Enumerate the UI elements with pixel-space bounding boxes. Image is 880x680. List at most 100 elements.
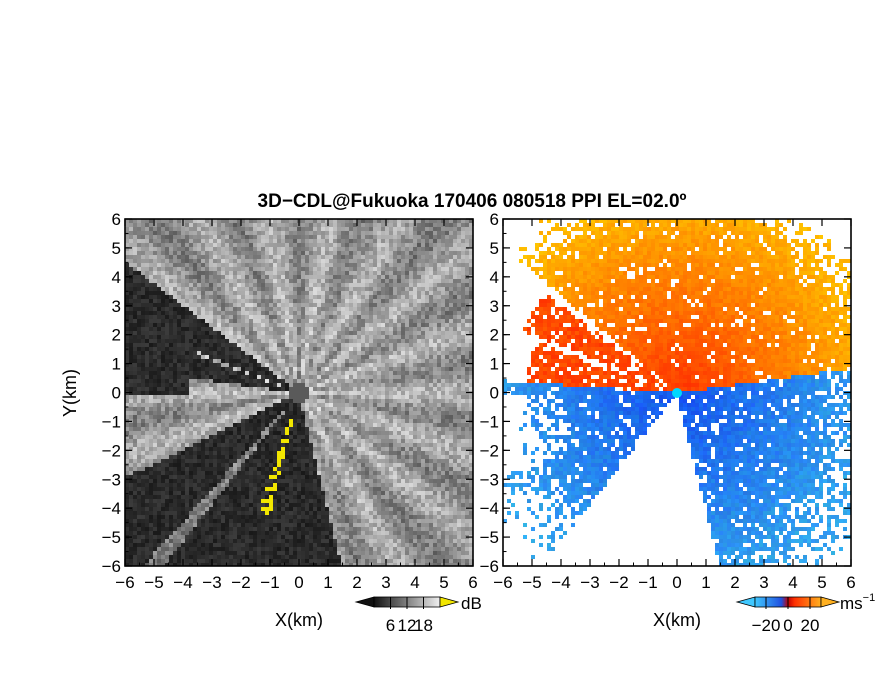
left-radar-cell: [401, 259, 405, 263]
left-radar-cell: [205, 443, 209, 447]
left-radar-cell: [313, 243, 317, 247]
left-radar-cell: [157, 283, 161, 287]
left-radar-cell: [349, 311, 353, 315]
left-radar-cell: [413, 335, 417, 339]
left-radar-cell: [185, 379, 189, 383]
left-radar-cell: [217, 319, 221, 323]
left-radar-cell: [153, 311, 157, 315]
left-radar-cell: [245, 359, 249, 363]
left-radar-cell: [425, 439, 429, 443]
left-radar-cell: [193, 255, 197, 259]
left-radar-cell: [185, 259, 189, 263]
left-radar-cell: [269, 323, 273, 327]
left-radar-cell: [469, 235, 473, 239]
left-radar-cell: [357, 311, 361, 315]
left-radar-cell: [413, 439, 417, 443]
left-radar-cell: [453, 439, 457, 443]
left-radar-cell: [457, 391, 461, 395]
left-radar-cell: [317, 435, 321, 439]
left-radar-cell: [293, 359, 297, 363]
left-radar-cell: [393, 399, 397, 403]
left-radar-cell: [225, 335, 229, 339]
left-radar-cell: [409, 331, 413, 335]
left-radar-cell: [185, 227, 189, 231]
left-radar-cell: [389, 251, 393, 255]
left-radar-cell: [273, 399, 277, 403]
left-radar-cell: [153, 267, 157, 271]
left-radar-cell: [425, 327, 429, 331]
left-radar-cell: [185, 355, 189, 359]
left-radar-cell: [253, 411, 257, 415]
left-radar-cell: [429, 255, 433, 259]
left-radar-cell: [333, 391, 337, 395]
left-radar-cell: [189, 411, 193, 415]
left-radar-cell: [345, 379, 349, 383]
left-radar-cell: [209, 391, 213, 395]
left-radar-cell: [297, 235, 301, 239]
left-radar-cell: [389, 387, 393, 391]
left-radar-cell: [317, 259, 321, 263]
left-radar-cell: [273, 235, 277, 239]
left-radar-cell: [373, 335, 377, 339]
left-radar-cell: [169, 299, 173, 303]
left-radar-cell: [437, 407, 441, 411]
left-radar-cell: [137, 307, 141, 311]
left-radar-cell: [269, 403, 273, 407]
left-radar-cell: [257, 431, 261, 435]
left-radar-cell: [393, 331, 397, 335]
left-radar-cell: [149, 251, 153, 255]
left-radar-cell: [309, 263, 313, 267]
left-radar-cell: [385, 411, 389, 415]
left-radar-cell: [269, 259, 273, 263]
left-radar-cell: [165, 235, 169, 239]
left-radar-cell: [253, 311, 257, 315]
left-radar-cell: [189, 367, 193, 371]
left-radar-cell: [429, 303, 433, 307]
left-radar-cell: [377, 367, 381, 371]
left-radar-cell: [161, 263, 165, 267]
left-radar-cell: [125, 255, 129, 259]
left-radar-cell: [357, 287, 361, 291]
left-radar-cell: [349, 379, 353, 383]
left-radar-cell: [125, 375, 129, 379]
left-radar-cell: [213, 227, 217, 231]
left-radar-cell: [157, 399, 161, 403]
left-radar-cell: [365, 279, 369, 283]
left-radar-cell: [357, 319, 361, 323]
left-radar-cell: [245, 419, 249, 423]
left-radar-cell: [229, 247, 233, 251]
left-radar-cell: [373, 295, 377, 299]
left-radar-cell: [349, 415, 353, 419]
left-radar-cell: [281, 323, 285, 327]
left-radar-cell: [241, 247, 245, 251]
left-radar-cell: [225, 267, 229, 271]
left-radar-cell: [225, 223, 229, 227]
left-radar-cell: [453, 255, 457, 259]
left-radar-cell: [241, 339, 245, 343]
left-radar-cell: [229, 339, 233, 343]
left-radar-cell: [221, 275, 225, 279]
left-radar-cell: [449, 223, 453, 227]
left-radar-cell: [289, 243, 293, 247]
left-radar-cell: [445, 315, 449, 319]
left-radar-cell: [189, 443, 193, 447]
left-radar-cell: [469, 355, 473, 359]
left-radar-cell: [201, 287, 205, 291]
left-radar-cell: [161, 299, 165, 303]
left-radar-cell: [173, 399, 177, 403]
left-radar-cell: [329, 415, 333, 419]
left-radar-cell: [341, 355, 345, 359]
left-radar-cell: [221, 399, 225, 403]
left-radar-cell: [453, 311, 457, 315]
left-radar-cell: [441, 219, 445, 223]
left-radar-cell: [269, 411, 273, 415]
left-radar-cell: [457, 387, 461, 391]
left-radar-cell: [277, 283, 281, 287]
left-radar-cell: [301, 359, 305, 363]
left-radar-cell: [253, 367, 257, 371]
left-radar-cell: [293, 307, 297, 311]
left-radar-cell: [317, 235, 321, 239]
left-radar-cell: [161, 231, 165, 235]
left-radar-cell: [361, 271, 365, 275]
left-radar-cell: [345, 243, 349, 247]
